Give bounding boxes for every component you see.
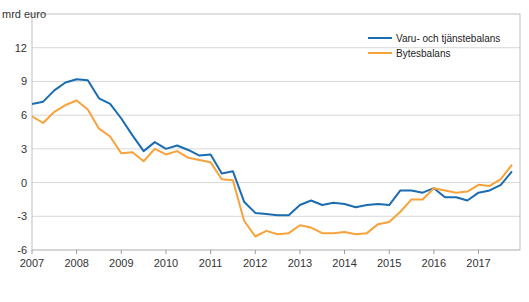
x-tick (299, 250, 300, 254)
y-tick-label: 9 (21, 75, 27, 87)
x-tick (32, 250, 33, 254)
x-tick-label: 2010 (154, 257, 178, 269)
x-tick-label: 2007 (20, 257, 44, 269)
x-tick (76, 250, 77, 254)
x-tick-label: 2016 (422, 257, 446, 269)
x-tick-label: 2008 (64, 257, 88, 269)
chart: -6 -3 0 3 6 9 12 2007 2008 2009 2010 2011 2012 2013 20… (0, 0, 529, 302)
x-tick-label: 2015 (377, 257, 401, 269)
series-line (32, 101, 512, 237)
x-tick (344, 250, 345, 254)
x-tick (210, 250, 211, 254)
plot-frame (32, 14, 520, 250)
x-tick-label: 2012 (243, 257, 267, 269)
grid-line (32, 81, 520, 82)
legend-swatch (368, 37, 392, 39)
y-tick-label: 12 (15, 42, 27, 54)
x-tick (121, 250, 122, 254)
x-tick-label: 2009 (109, 257, 133, 269)
x-tick (433, 250, 434, 254)
grid-line (32, 148, 520, 149)
x-tick (255, 250, 256, 254)
y-tick-label: 3 (21, 143, 27, 155)
grid-line (32, 182, 520, 183)
legend-label: Bytesbalans (396, 48, 450, 59)
x-tick (478, 250, 479, 254)
x-tick-label: 2014 (332, 257, 356, 269)
x-tick-label: 2011 (199, 257, 223, 269)
y-tick-label: -3 (17, 210, 27, 222)
y-tick-label: 0 (21, 177, 27, 189)
legend-label: Varu- och tjänstebalans (396, 33, 500, 44)
legend-swatch (368, 52, 392, 54)
series-group (32, 79, 512, 236)
y-tick-label: 6 (21, 109, 27, 121)
y-tick-label: -6 (17, 244, 27, 256)
x-tick-label: 2017 (466, 257, 490, 269)
x-tick (389, 250, 390, 254)
x-tick (165, 250, 166, 254)
series-line (32, 79, 512, 215)
x-tick-label: 2013 (288, 257, 312, 269)
grid-line (32, 115, 520, 116)
y-axis-label: mrd euro (2, 8, 46, 20)
